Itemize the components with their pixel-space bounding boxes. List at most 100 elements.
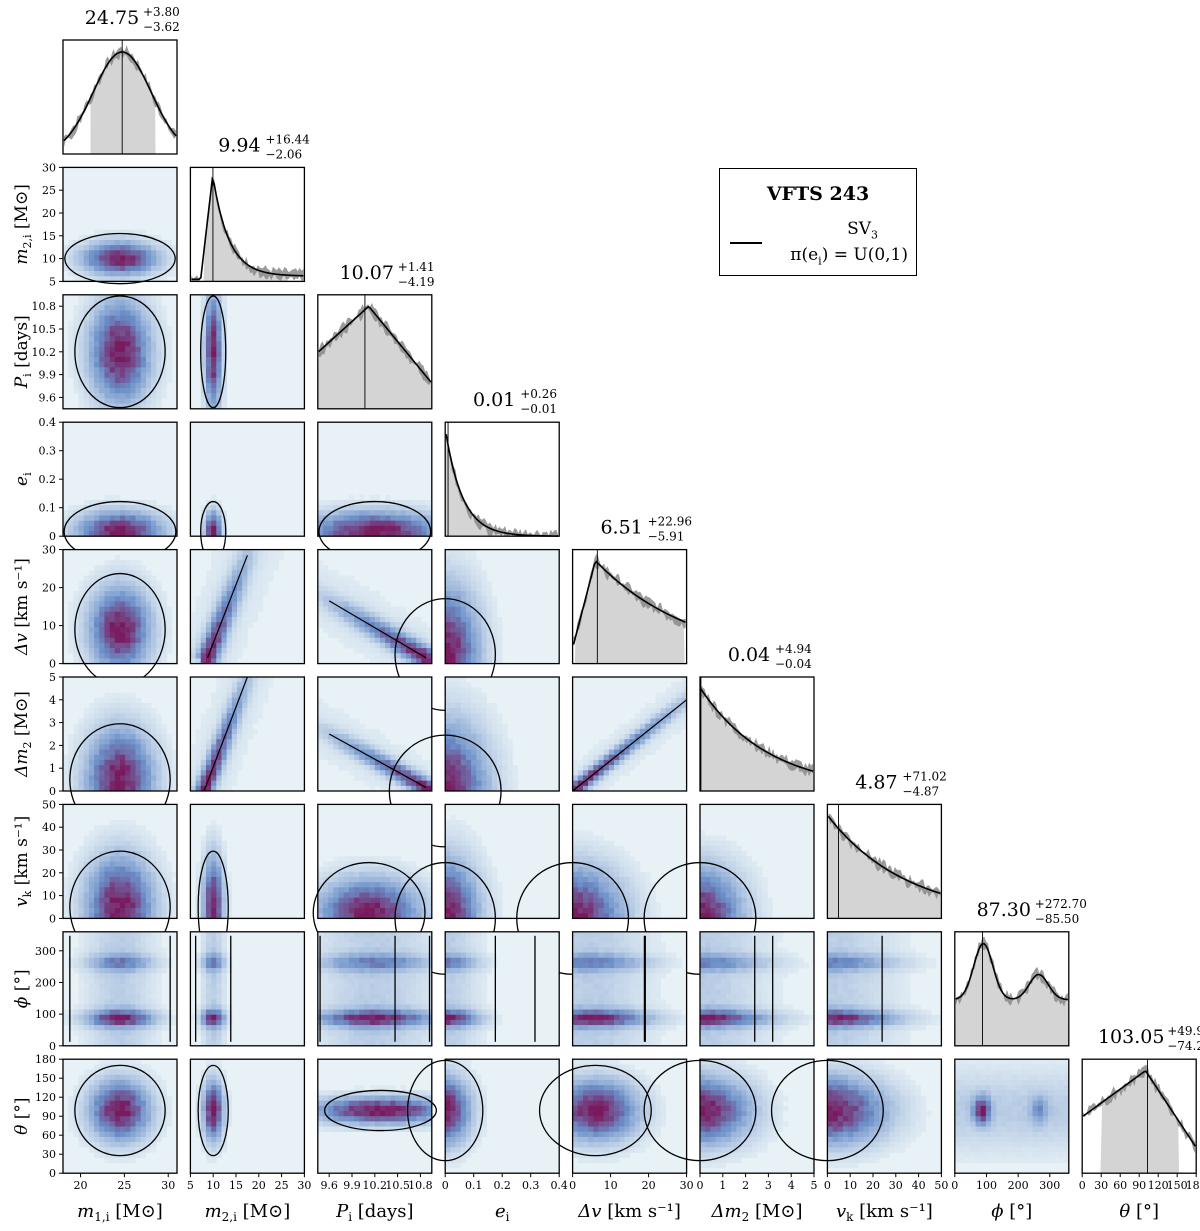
density-cell [486, 871, 493, 878]
density-cell [99, 611, 105, 618]
density-cell [400, 616, 407, 623]
density-cell [205, 601, 212, 607]
density-cell [242, 591, 248, 597]
density-cell [471, 632, 477, 638]
density-cell [681, 713, 687, 719]
density-cell [156, 294, 162, 301]
density-cell [226, 902, 233, 909]
density-cell [114, 728, 121, 735]
density-cell [226, 892, 233, 898]
density-cell [99, 255, 105, 261]
density-cell [140, 845, 147, 852]
density-cell [411, 525, 417, 532]
density-cell [364, 892, 370, 898]
density-cell [655, 718, 661, 724]
density-cell [190, 749, 196, 756]
density-cell [322, 713, 329, 719]
density-cell [114, 723, 121, 730]
density-cell [379, 785, 386, 792]
density-cell [481, 845, 487, 852]
density-cell [598, 749, 604, 756]
density-cell [156, 382, 162, 389]
density-cell [445, 549, 451, 556]
density-cell [593, 754, 599, 761]
density-cell [395, 627, 402, 633]
density-cell [99, 1019, 105, 1026]
density-cell [88, 315, 95, 322]
density-cell [99, 653, 105, 659]
density-cell [104, 759, 110, 766]
density-cell [211, 570, 217, 576]
density-cell [465, 882, 472, 888]
density-cell [216, 294, 222, 301]
density-cell [374, 882, 381, 888]
density-cell [231, 658, 238, 664]
density-cell [195, 866, 202, 873]
density-cell [507, 749, 513, 756]
density-cell [354, 601, 360, 607]
density-cell [99, 325, 105, 332]
density-cell [125, 866, 131, 873]
density-cell [88, 744, 95, 750]
density-cell [83, 744, 90, 750]
density-cell [130, 723, 136, 730]
density-cell [83, 983, 90, 990]
density-cell [205, 830, 212, 836]
density-cell [63, 887, 69, 893]
density-cell [145, 398, 152, 404]
density-cell [73, 723, 79, 730]
density-cell [231, 637, 238, 644]
density-cell [73, 866, 79, 873]
density-cell [104, 559, 110, 566]
density-cell [247, 622, 253, 628]
density-cell [151, 510, 157, 516]
density-cell [68, 351, 74, 358]
density-cell [450, 770, 456, 776]
density-cell [211, 780, 217, 787]
density-cell [140, 341, 147, 347]
density-cell [68, 897, 74, 904]
density-cell [317, 575, 324, 581]
density-cell [364, 754, 370, 761]
density-cell [94, 754, 100, 761]
density-cell [104, 520, 110, 527]
density-cell [629, 908, 636, 914]
density-cell [405, 759, 412, 766]
density-cell [497, 648, 503, 654]
density-cell [99, 315, 105, 322]
density-cell [140, 377, 147, 384]
density-cell [221, 531, 227, 537]
density-cell [145, 734, 152, 740]
density-cell [205, 372, 212, 379]
density-cell [328, 585, 334, 592]
density-cell [405, 499, 412, 506]
density-cell [109, 861, 116, 867]
density-cell [507, 775, 513, 781]
density-cell [471, 585, 477, 592]
density-cell [120, 320, 126, 327]
density-cell [104, 1040, 110, 1047]
density-cell [88, 245, 95, 251]
density-cell [700, 913, 706, 919]
density-cell [216, 372, 222, 379]
density-cell [125, 892, 131, 898]
density-cell [99, 1004, 105, 1010]
diag-panel-dv: 6.51 +22.96−5.91 [571, 515, 692, 665]
density-cell [416, 653, 422, 659]
density-cell [200, 356, 207, 363]
density-cell [130, 531, 136, 537]
density-cell [63, 765, 69, 771]
density-cell [83, 754, 90, 761]
density-cell [700, 871, 706, 878]
density-cell [395, 525, 402, 532]
density-cell [109, 362, 116, 368]
density-cell [257, 580, 264, 587]
density-cell [460, 596, 467, 602]
density-cell [161, 780, 167, 787]
density-cell [608, 887, 615, 893]
density-cell [460, 882, 467, 888]
density-cell [83, 575, 90, 581]
density-cell [762, 892, 768, 898]
density-cell [104, 785, 110, 792]
density-cell [486, 866, 493, 873]
